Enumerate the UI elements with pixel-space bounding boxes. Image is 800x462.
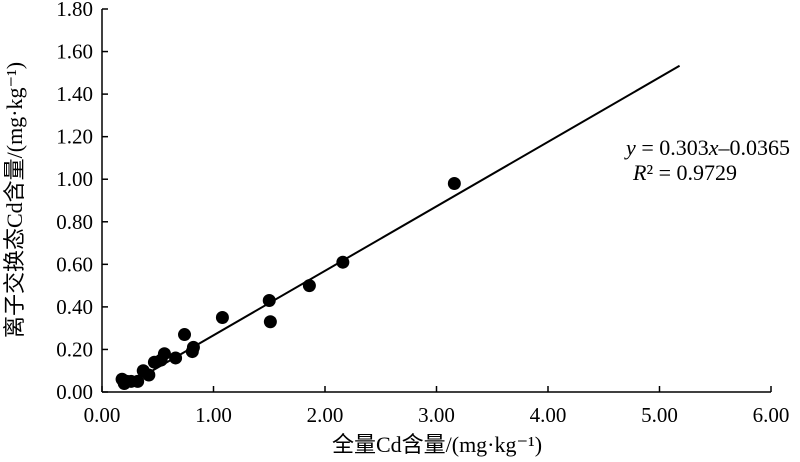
y-tick-label: 0.80 — [56, 210, 93, 234]
x-tick-label: 1.00 — [195, 403, 232, 427]
data-points — [115, 176, 461, 390]
y-tick-label: 1.60 — [56, 40, 93, 64]
x-axis-title: 全量Cd含量/(mg·kg⁻¹) — [332, 432, 542, 457]
data-point — [157, 347, 171, 361]
x-tick-label: 2.00 — [307, 403, 344, 427]
data-point — [302, 279, 316, 293]
y-tick-label: 1.20 — [56, 125, 93, 149]
y-axis-title: 离子交换态Cd含量/(mg·kg⁻¹) — [2, 62, 27, 338]
r-squared-label: R² = 0.9729 — [632, 160, 737, 185]
y-tick-label: 0.20 — [56, 337, 93, 361]
data-point — [263, 315, 277, 329]
data-point — [336, 255, 350, 269]
y-tick-label: 0.00 — [56, 380, 93, 404]
data-point — [186, 340, 200, 354]
data-point — [142, 368, 156, 382]
data-point — [169, 351, 183, 365]
y-tick-label: 0.40 — [56, 295, 93, 319]
y-tick-label: 1.00 — [56, 167, 93, 191]
regression-line — [123, 64, 681, 388]
data-point — [131, 374, 145, 388]
y-tick-label: 0.60 — [56, 252, 93, 276]
x-tick-label: 4.00 — [530, 403, 567, 427]
regression-equation: y = 0.303x–0.0365 — [624, 135, 790, 160]
x-ticks: 0.00 1.00 2.00 3.00 4.00 5.00 6.00 — [84, 386, 790, 427]
x-tick-label: 5.00 — [641, 403, 678, 427]
y-tick-label: 1.80 — [56, 0, 93, 21]
fit-line-group — [123, 64, 681, 388]
x-tick-label: 3.00 — [418, 403, 455, 427]
y-ticks: 0.00 0.20 0.40 0.60 0.80 1.00 1.20 1.40 1.60 1.80 — [56, 0, 108, 404]
y-tick-label: 1.40 — [56, 82, 93, 106]
axes — [101, 9, 771, 393]
data-point — [178, 328, 192, 342]
data-point — [262, 294, 276, 308]
data-point — [215, 311, 229, 325]
data-point — [447, 176, 461, 190]
x-tick-label: 6.00 — [753, 403, 790, 427]
x-tick-label: 0.00 — [84, 403, 121, 427]
